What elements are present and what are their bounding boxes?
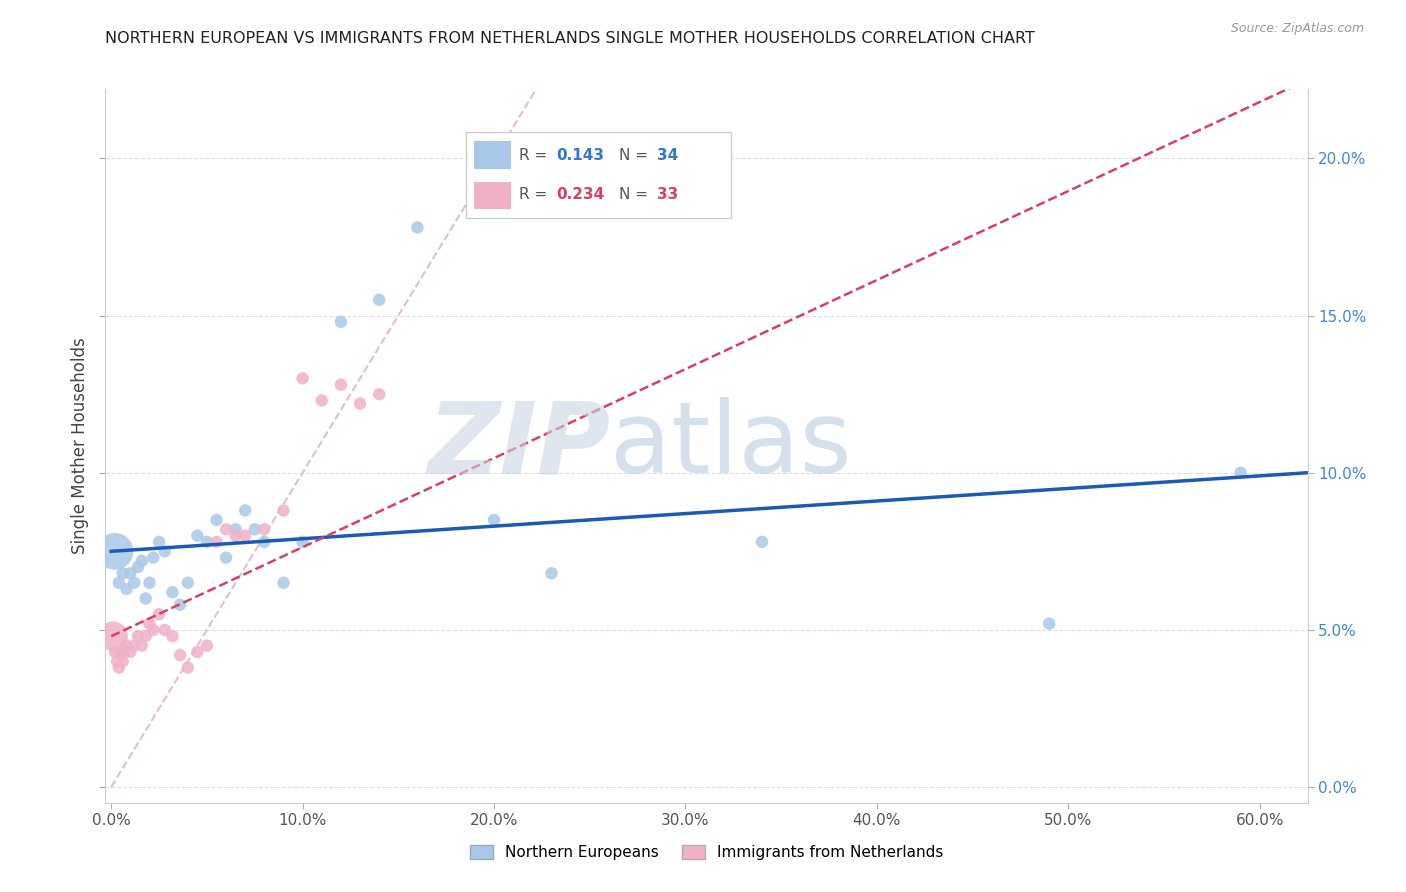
Bar xyxy=(474,182,510,209)
Point xyxy=(273,503,295,517)
Bar xyxy=(474,142,510,169)
Point xyxy=(127,629,149,643)
Text: N =: N = xyxy=(620,187,654,202)
Point xyxy=(104,645,127,659)
Point xyxy=(215,550,238,565)
Point xyxy=(291,534,314,549)
Point xyxy=(138,616,160,631)
Point xyxy=(131,554,153,568)
Y-axis label: Single Mother Households: Single Mother Households xyxy=(70,338,89,554)
FancyBboxPatch shape xyxy=(467,132,731,218)
Point xyxy=(253,534,276,549)
Point xyxy=(482,513,505,527)
Point xyxy=(120,645,142,659)
Text: 33: 33 xyxy=(657,187,678,202)
Text: R =: R = xyxy=(519,187,553,202)
Text: NORTHERN EUROPEAN VS IMMIGRANTS FROM NETHERLANDS SINGLE MOTHER HOUSEHOLDS CORREL: NORTHERN EUROPEAN VS IMMIGRANTS FROM NET… xyxy=(105,31,1035,46)
Point xyxy=(291,371,314,385)
Point xyxy=(751,534,773,549)
Point xyxy=(225,522,247,536)
Point xyxy=(186,645,208,659)
Point xyxy=(111,566,134,581)
Point xyxy=(195,534,218,549)
Point xyxy=(120,566,142,581)
Point xyxy=(205,534,228,549)
Point xyxy=(122,639,145,653)
Text: N =: N = xyxy=(620,148,654,162)
Point xyxy=(127,560,149,574)
Point xyxy=(368,387,391,401)
Point xyxy=(105,654,128,668)
Point xyxy=(142,623,165,637)
Point xyxy=(215,522,238,536)
Point xyxy=(135,629,157,643)
Point xyxy=(142,550,165,565)
Point xyxy=(115,582,138,596)
Point xyxy=(104,544,127,558)
Point xyxy=(131,639,153,653)
Point xyxy=(135,591,157,606)
Text: R =: R = xyxy=(519,148,553,162)
Point xyxy=(329,377,352,392)
Point xyxy=(177,575,200,590)
Point xyxy=(1229,466,1251,480)
Point xyxy=(169,598,191,612)
Point xyxy=(273,575,295,590)
Point xyxy=(1038,616,1060,631)
Text: 34: 34 xyxy=(657,148,678,162)
Text: atlas: atlas xyxy=(610,398,852,494)
Point xyxy=(169,648,191,662)
Point xyxy=(311,393,333,408)
Text: 0.143: 0.143 xyxy=(555,148,605,162)
Point xyxy=(253,522,276,536)
Point xyxy=(540,566,562,581)
Point xyxy=(101,629,124,643)
Point xyxy=(406,220,429,235)
Point xyxy=(177,660,200,674)
Point xyxy=(329,315,352,329)
Point xyxy=(349,396,371,410)
Point xyxy=(368,293,391,307)
Point xyxy=(108,575,131,590)
Point xyxy=(153,544,176,558)
Point xyxy=(225,528,247,542)
Point xyxy=(138,575,160,590)
Point xyxy=(148,607,170,622)
Point xyxy=(115,639,138,653)
Point xyxy=(243,522,266,536)
Point xyxy=(148,534,170,549)
Point xyxy=(122,575,145,590)
Text: 0.234: 0.234 xyxy=(555,187,605,202)
Point xyxy=(153,623,176,637)
Point xyxy=(108,660,131,674)
Point xyxy=(186,528,208,542)
Text: Source: ZipAtlas.com: Source: ZipAtlas.com xyxy=(1230,22,1364,36)
Point xyxy=(205,513,228,527)
Point xyxy=(111,654,134,668)
Point xyxy=(114,645,136,659)
Point xyxy=(233,503,256,517)
Point xyxy=(233,528,256,542)
Point xyxy=(162,629,184,643)
Point xyxy=(162,585,184,599)
Legend: Northern Europeans, Immigrants from Netherlands: Northern Europeans, Immigrants from Neth… xyxy=(464,839,949,866)
Point xyxy=(110,648,132,662)
Text: ZIP: ZIP xyxy=(427,398,610,494)
Point xyxy=(195,639,218,653)
